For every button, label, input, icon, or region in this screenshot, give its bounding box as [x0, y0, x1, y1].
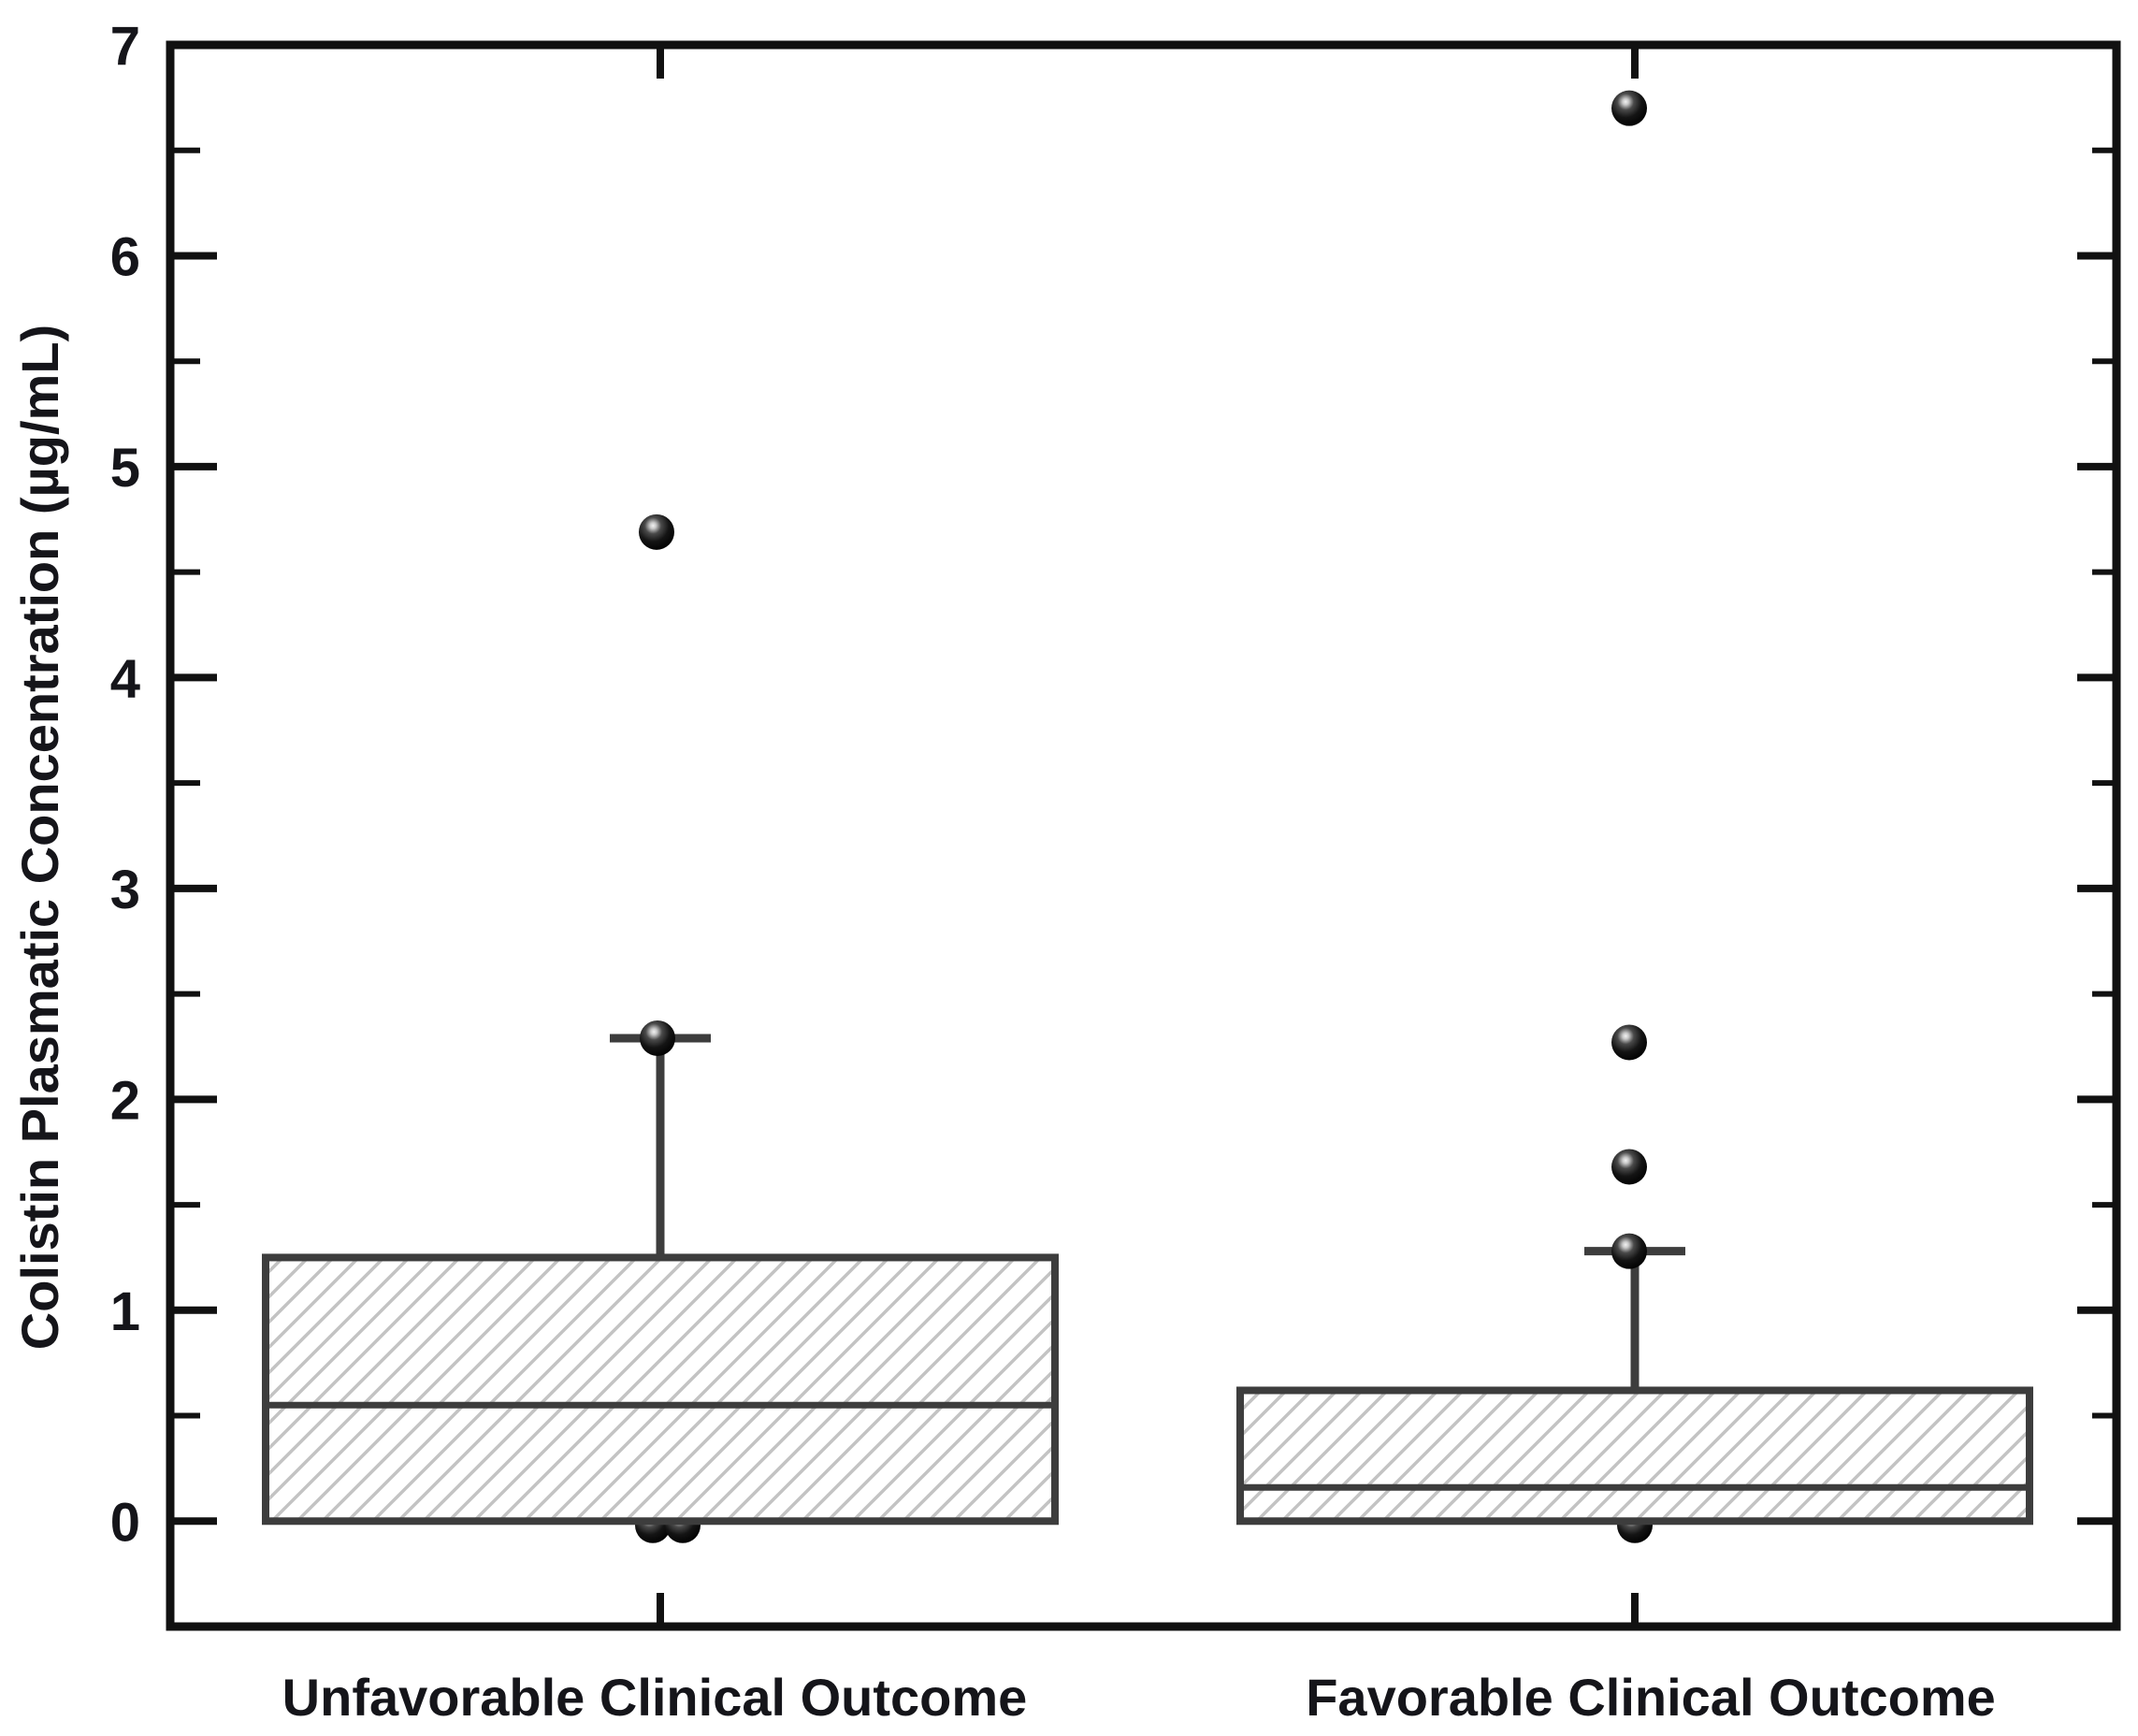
- data-point: [1611, 1233, 1647, 1269]
- data-point: [1611, 90, 1647, 126]
- iqr-box: [1236, 1386, 2033, 1526]
- y-tick-label: 4: [110, 648, 140, 709]
- x-category-label-unfavorable: Unfavorable Clinical Outcome: [282, 1668, 1028, 1727]
- box-group-unfavorable: [262, 514, 1059, 1543]
- y-tick-label: 7: [110, 16, 140, 77]
- iqr-box: [262, 1253, 1059, 1526]
- y-tick-label: 3: [110, 860, 140, 920]
- y-axis-title: Colistin Plasmatic Concentration (µg/mL): [10, 325, 69, 1350]
- y-tick-label: 2: [110, 1070, 140, 1131]
- x-category-label-favorable: Favorable Clinical Outcome: [1306, 1668, 1996, 1727]
- data-point: [639, 514, 674, 550]
- chart-root: 0 1 2 3 4 5 6 7: [110, 16, 2121, 1631]
- box-group-favorable: [1236, 90, 2033, 1543]
- plot-frame: [166, 40, 2121, 1631]
- y-tick-label: 5: [110, 438, 140, 499]
- y-tick-label: 0: [110, 1492, 140, 1553]
- y-tick-label: 6: [110, 226, 140, 287]
- data-point: [640, 1020, 675, 1056]
- data-point: [1611, 1149, 1647, 1185]
- y-tick-label: 1: [110, 1281, 140, 1342]
- data-point: [1611, 1024, 1647, 1061]
